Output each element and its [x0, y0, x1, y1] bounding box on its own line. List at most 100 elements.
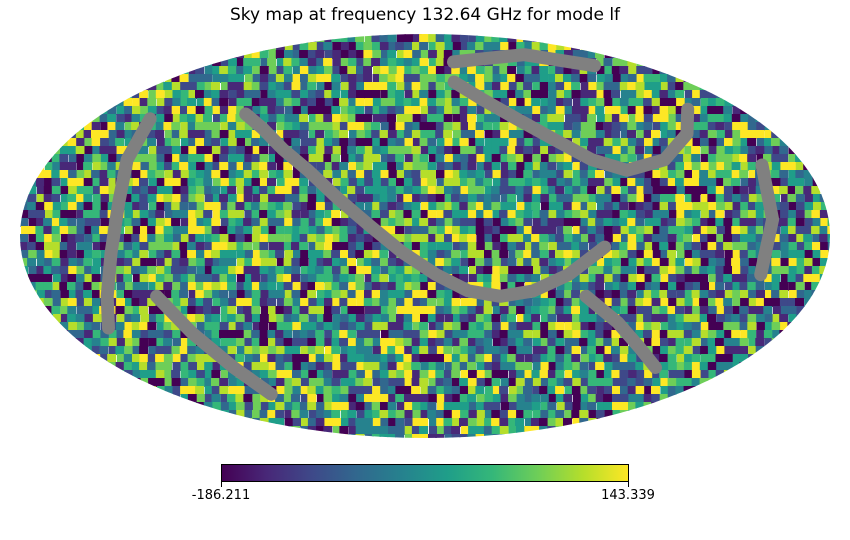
sky-pixel	[795, 194, 805, 203]
sky-pixel	[603, 210, 613, 219]
sky-pixel	[235, 82, 245, 91]
sky-pixel	[315, 90, 325, 99]
sky-pixel	[44, 162, 54, 171]
sky-pixel	[507, 90, 517, 99]
sky-pixel	[35, 234, 45, 243]
sky-pixel	[363, 346, 373, 355]
sky-pixel	[51, 258, 61, 267]
sky-pixel	[356, 66, 365, 75]
sky-pixel	[420, 50, 430, 59]
sky-pixel	[700, 242, 710, 251]
sky-pixel	[268, 154, 278, 163]
sky-pixel	[516, 322, 526, 331]
sky-pixel	[668, 106, 677, 115]
sky-pixel	[667, 290, 677, 299]
sky-pixel	[740, 114, 750, 123]
sky-pixel	[76, 226, 86, 235]
sky-pixel	[276, 130, 286, 139]
sky-pixel	[444, 154, 454, 163]
sky-pixel	[268, 242, 278, 251]
sky-pixel	[539, 170, 549, 179]
sky-pixel	[603, 250, 612, 259]
sky-pixel	[396, 234, 406, 243]
sky-pixel	[244, 338, 254, 347]
sky-pixel	[524, 418, 534, 427]
sky-pixel	[107, 122, 117, 131]
sky-pixel	[611, 298, 621, 307]
sky-pixel	[276, 194, 286, 203]
sky-pixel	[275, 338, 285, 347]
sky-pixel	[243, 218, 253, 227]
sky-pixel	[467, 250, 477, 259]
sky-pixel	[620, 378, 630, 387]
sky-pixel	[163, 106, 173, 115]
sky-pixel	[341, 82, 350, 91]
sky-pixel	[468, 314, 478, 323]
sky-pixel	[764, 266, 773, 275]
sky-pixel	[75, 338, 84, 347]
sky-pixel	[284, 178, 294, 187]
sky-pixel	[420, 226, 430, 235]
sky-pixel	[196, 130, 206, 139]
sky-pixel	[516, 306, 526, 315]
sky-pixel	[124, 306, 134, 315]
sky-pixel	[571, 322, 581, 331]
sky-pixel	[179, 130, 189, 139]
sky-pixel	[796, 138, 806, 147]
sky-pixel	[699, 290, 709, 299]
sky-pixel	[699, 178, 708, 187]
sky-pixels	[20, 34, 830, 438]
sky-pixel	[387, 290, 397, 299]
sky-pixel	[164, 386, 174, 395]
sky-pixel	[468, 410, 478, 419]
sky-pixel	[771, 322, 781, 331]
sky-pixel	[628, 98, 638, 107]
colorbar-gradient	[222, 465, 628, 481]
sky-pixel	[484, 138, 494, 147]
sky-pixel	[339, 394, 349, 403]
sky-pixel	[148, 306, 158, 315]
sky-pixel	[668, 298, 678, 307]
sky-pixel	[707, 82, 717, 91]
sky-pixel	[388, 42, 398, 51]
sky-pixel	[707, 122, 717, 131]
sky-pixel	[243, 282, 253, 291]
sky-pixel	[292, 298, 302, 307]
sky-pixel	[500, 42, 510, 51]
sky-pixel	[667, 74, 677, 83]
sky-pixel	[212, 106, 222, 115]
sky-pixel	[180, 122, 190, 131]
sky-pixel	[347, 34, 357, 43]
sky-pixel	[387, 154, 397, 163]
sky-pixel	[483, 306, 493, 315]
sky-pixel	[435, 122, 445, 131]
sky-pixel	[700, 202, 710, 211]
sky-pixel	[739, 338, 749, 347]
sky-pixel	[227, 202, 237, 211]
sky-pixel	[459, 194, 469, 203]
sky-pixel	[84, 226, 94, 235]
sky-pixel	[51, 170, 61, 179]
sky-pixel	[171, 106, 181, 115]
sky-pixel	[300, 74, 309, 83]
sky-pixel	[155, 346, 165, 355]
sky-pixel	[331, 378, 341, 387]
sky-pixel	[492, 226, 502, 235]
sky-pixel	[387, 162, 397, 171]
sky-pixel	[643, 234, 653, 243]
sky-pixel	[276, 170, 286, 179]
sky-pixel	[164, 250, 174, 259]
sky-pixel	[251, 274, 261, 283]
sky-pixel	[452, 218, 462, 227]
sky-pixel	[164, 178, 174, 187]
sky-pixel	[676, 186, 686, 195]
sky-pixel	[52, 162, 62, 171]
sky-pixel	[572, 314, 582, 323]
sky-pixel	[515, 146, 525, 155]
sky-pixel	[611, 186, 621, 195]
sky-pixel	[620, 226, 630, 235]
sky-pixel	[139, 242, 149, 251]
sky-pixel	[307, 234, 317, 243]
sky-pixel	[684, 370, 694, 379]
sky-pixel	[660, 250, 670, 259]
